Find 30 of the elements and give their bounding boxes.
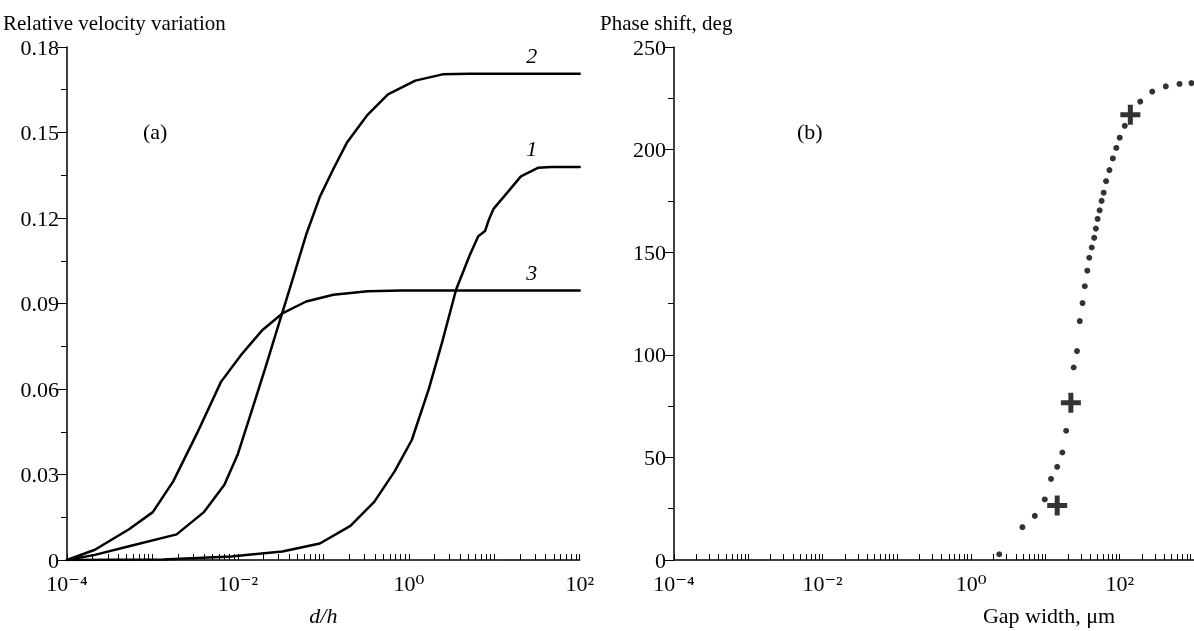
y-tick-label: 0.09: [20, 291, 59, 316]
y-tick-label: 150: [633, 239, 666, 265]
series-label: 1: [526, 136, 538, 162]
x-tick-label: 10⁻⁴: [653, 570, 695, 596]
x-tick-label: 10²: [1105, 570, 1135, 596]
x-tick-label: 10⁻²: [217, 570, 259, 596]
y-tick-label: 250: [633, 34, 666, 60]
x-tick-label: 10⁰: [955, 570, 987, 596]
y-tick-label: 0.12: [20, 205, 59, 231]
y-axis-title: Phase shift, deg: [600, 10, 733, 35]
series-label: 3: [525, 259, 538, 285]
x-axis-title: Gap width, μm: [982, 602, 1116, 628]
y-tick-label: 0.15: [20, 120, 59, 145]
annotation: (b): [797, 118, 823, 144]
x-axis-title: d/h: [309, 602, 338, 628]
y-tick-label: 200: [633, 137, 666, 163]
y-tick-label: 0.18: [20, 34, 59, 60]
y-tick-label: 100: [633, 342, 666, 368]
x-tick-label: 10⁻⁴: [46, 570, 88, 596]
annotation: (a): [143, 118, 168, 144]
y-tick-label: 0.06: [20, 376, 59, 402]
series-label: 2: [526, 43, 538, 69]
y-tick-label: 0.03: [20, 462, 59, 487]
y-tick-label: 0: [655, 547, 666, 573]
x-tick-label: 10²: [565, 570, 595, 596]
y-axis-title: Relative velocity variation: [3, 10, 227, 35]
x-tick-label: 10⁻²: [802, 570, 844, 596]
y-tick-label: 0: [48, 547, 59, 573]
y-tick-label: 50: [644, 444, 666, 470]
x-tick-label: 10⁰: [393, 570, 425, 596]
